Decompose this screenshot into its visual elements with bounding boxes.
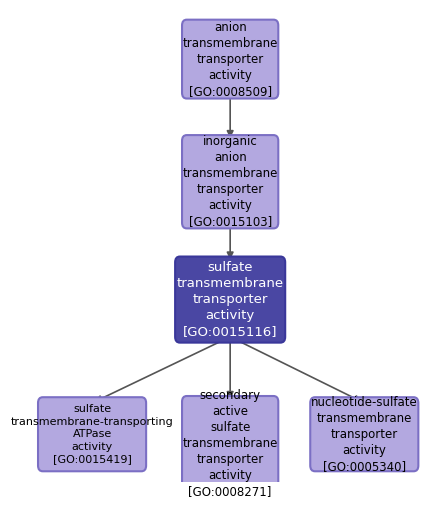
FancyBboxPatch shape [310,397,418,472]
Text: anion
transmembrane
transporter
activity
[GO:0008509]: anion transmembrane transporter activity… [182,21,278,98]
Text: sulfate
transmembrane
transporter
activity
[GO:0015116]: sulfate transmembrane transporter activi… [177,261,284,338]
Text: inorganic
anion
transmembrane
transporter
activity
[GO:0015103]: inorganic anion transmembrane transporte… [182,135,278,228]
FancyBboxPatch shape [38,397,146,472]
Text: nucleotide-sulfate
transmembrane
transporter
activity
[GO:0005340]: nucleotide-sulfate transmembrane transpo… [311,396,418,473]
FancyBboxPatch shape [182,396,278,492]
Text: sulfate
transmembrane-transporting
ATPase
activity
[GO:0015419]: sulfate transmembrane-transporting ATPas… [11,405,173,464]
FancyBboxPatch shape [182,135,278,228]
Text: secondary
active
sulfate
transmembrane
transporter
activity
[GO:0008271]: secondary active sulfate transmembrane t… [182,389,278,498]
FancyBboxPatch shape [175,257,285,343]
FancyBboxPatch shape [182,20,278,98]
